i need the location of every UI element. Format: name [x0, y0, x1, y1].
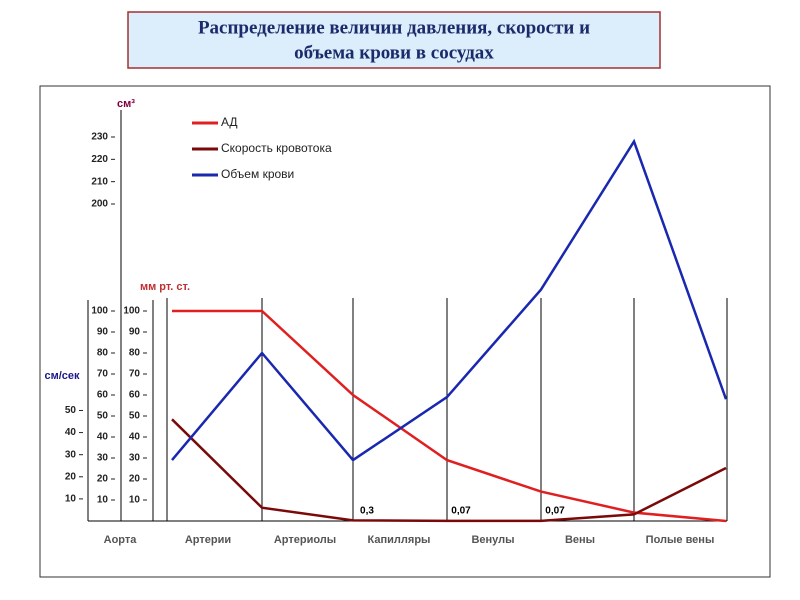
y-tick-label: 200	[91, 199, 108, 210]
y-tick-label: 70	[97, 369, 109, 380]
y-tick-label: 20	[97, 474, 109, 485]
x-tick-label: Аорта	[104, 534, 138, 546]
axis-label: см³	[117, 98, 135, 110]
axis-label: мм рт. ст.	[140, 281, 190, 293]
x-tick-label: Капилляры	[368, 534, 431, 546]
x-tick-label: Артерии	[185, 534, 231, 546]
y-tick-label: 60	[129, 390, 141, 401]
y-tick-label: 100	[91, 306, 108, 317]
y-tick-label: 20	[129, 474, 141, 485]
y-tick-label: 10	[65, 494, 77, 505]
y-tick-label: 220	[91, 154, 108, 165]
y-tick-label: 50	[129, 411, 141, 422]
legend-label: АД	[221, 115, 238, 129]
axis-label: см/сек	[44, 370, 80, 382]
data-line	[172, 309, 727, 523]
y-tick-label: 50	[65, 405, 77, 416]
data-line	[171, 138, 728, 462]
y-tick-label: 60	[97, 390, 109, 401]
y-tick-label: 70	[129, 369, 141, 380]
y-tick-label: 10	[129, 495, 141, 506]
y-tick-label: 30	[129, 453, 141, 464]
y-tick-label: 10	[97, 495, 109, 506]
y-tick-label: 30	[97, 453, 109, 464]
y-tick-label: 30	[65, 449, 77, 460]
data-line	[171, 418, 727, 523]
data-label: 0,3	[360, 506, 374, 517]
y-tick-label: 50	[97, 411, 109, 422]
data-label: 0,07	[545, 506, 565, 517]
y-tick-label: 100	[123, 306, 140, 317]
chart-frame	[39, 85, 771, 578]
x-tick-label: Венулы	[471, 534, 514, 546]
x-tick-label: Артериолы	[274, 534, 336, 546]
y-tick-label: 90	[129, 327, 141, 338]
x-tick-label: Вены	[565, 534, 595, 546]
legend-label: Скорость кровотока	[221, 141, 332, 155]
data-label: 0,07	[451, 506, 471, 517]
y-tick-label: 210	[91, 176, 108, 187]
y-tick-label: 40	[65, 427, 77, 438]
chart-title: объема крови в сосудах	[294, 42, 494, 63]
y-tick-label: 80	[97, 348, 109, 359]
x-tick-label: Полые вены	[646, 534, 715, 546]
y-tick-label: 40	[129, 432, 141, 443]
y-tick-label: 90	[97, 327, 109, 338]
title-box	[127, 11, 661, 69]
y-tick-label: 80	[129, 348, 141, 359]
chart-title: Распределение величин давления, скорости…	[198, 17, 590, 38]
legend-label: Объем крови	[221, 167, 294, 181]
y-tick-label: 20	[65, 471, 77, 482]
y-tick-label: 40	[97, 432, 109, 443]
y-tick-label: 230	[91, 132, 108, 143]
